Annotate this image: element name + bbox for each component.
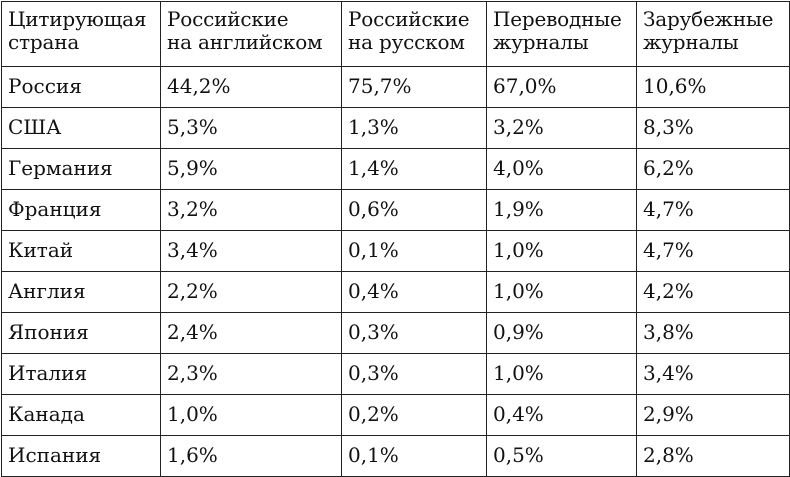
foreign-cell: 2,8% (636, 435, 790, 477)
foreign-cell: 2,9% (636, 394, 790, 436)
translated-cell: 1,0% (486, 230, 637, 272)
russian-english-cell: 1,0% (160, 394, 342, 436)
header-line: на английском (167, 30, 323, 54)
header-line: Российские (348, 7, 470, 31)
translated-cell: 0,9% (486, 312, 637, 354)
table-row: Россия 44,2% 75,7% 67,0% 10,6% (1, 66, 790, 108)
table-row: Франция 3,2% 0,6% 1,9% 4,7% (1, 189, 790, 231)
translated-cell: 0,5% (486, 435, 637, 477)
country-cell: США (1, 107, 161, 149)
russian-russian-cell: 1,3% (341, 107, 487, 149)
header-line: Цитирующая (8, 7, 147, 31)
russian-english-cell: 1,6% (160, 435, 342, 477)
table-row: Канада 1,0% 0,2% 0,4% 2,9% (1, 394, 790, 436)
russian-russian-cell: 0,3% (341, 353, 487, 395)
foreign-cell: 4,7% (636, 230, 790, 272)
russian-russian-cell: 0,1% (341, 435, 487, 477)
table-row: Япония 2,4% 0,3% 0,9% 3,8% (1, 312, 790, 354)
russian-english-cell: 5,9% (160, 148, 342, 190)
country-cell: Россия (1, 66, 161, 108)
country-cell: Франция (1, 189, 161, 231)
country-cell: Германия (1, 148, 161, 190)
translated-cell: 3,2% (486, 107, 637, 149)
russian-russian-cell: 0,4% (341, 271, 487, 313)
header-line: страна (8, 30, 80, 54)
russian-english-cell: 3,4% (160, 230, 342, 272)
translated-cell: 1,0% (486, 271, 637, 313)
header-cell-foreign: Зарубежные журналы (636, 1, 790, 67)
header-line: Зарубежные (643, 7, 774, 31)
table-row: США 5,3% 1,3% 3,2% 8,3% (1, 107, 790, 149)
translated-cell: 1,9% (486, 189, 637, 231)
header-line: на русском (348, 30, 465, 54)
country-cell: Китай (1, 230, 161, 272)
header-cell-russian-russian: Российские на русском (341, 1, 487, 67)
header-line: журналы (493, 30, 589, 54)
russian-russian-cell: 75,7% (341, 66, 487, 108)
russian-english-cell: 2,3% (160, 353, 342, 395)
foreign-cell: 4,7% (636, 189, 790, 231)
russian-russian-cell: 1,4% (341, 148, 487, 190)
country-cell: Канада (1, 394, 161, 436)
russian-english-cell: 2,4% (160, 312, 342, 354)
table-row: Китай 3,4% 0,1% 1,0% 4,7% (1, 230, 790, 272)
foreign-cell: 3,4% (636, 353, 790, 395)
country-cell: Испания (1, 435, 161, 477)
russian-russian-cell: 0,2% (341, 394, 487, 436)
country-cell: Япония (1, 312, 161, 354)
russian-english-cell: 44,2% (160, 66, 342, 108)
russian-russian-cell: 0,6% (341, 189, 487, 231)
country-cell: Италия (1, 353, 161, 395)
table-row: Англия 2,2% 0,4% 1,0% 4,2% (1, 271, 790, 313)
foreign-cell: 6,2% (636, 148, 790, 190)
foreign-cell: 10,6% (636, 66, 790, 108)
table-row: Германия 5,9% 1,4% 4,0% 6,2% (1, 148, 790, 190)
header-line: Переводные (493, 7, 622, 31)
header-line: журналы (643, 30, 739, 54)
russian-english-cell: 2,2% (160, 271, 342, 313)
translated-cell: 0,4% (486, 394, 637, 436)
table-row: Испания 1,6% 0,1% 0,5% 2,8% (1, 435, 790, 477)
russian-english-cell: 3,2% (160, 189, 342, 231)
translated-cell: 4,0% (486, 148, 637, 190)
foreign-cell: 3,8% (636, 312, 790, 354)
foreign-cell: 4,2% (636, 271, 790, 313)
header-cell-translated: Переводные журналы (486, 1, 637, 67)
header-cell-russian-english: Российские на английском (160, 1, 342, 67)
russian-english-cell: 5,3% (160, 107, 342, 149)
translated-cell: 1,0% (486, 353, 637, 395)
table-row: Италия 2,3% 0,3% 1,0% 3,4% (1, 353, 790, 395)
foreign-cell: 8,3% (636, 107, 790, 149)
country-cell: Англия (1, 271, 161, 313)
russian-russian-cell: 0,3% (341, 312, 487, 354)
header-cell-country: Цитирующая страна (1, 1, 161, 67)
header-row: Цитирующая страна Российские на английск… (1, 1, 790, 67)
header-line: Российские (167, 7, 289, 31)
russian-russian-cell: 0,1% (341, 230, 487, 272)
translated-cell: 67,0% (486, 66, 637, 108)
